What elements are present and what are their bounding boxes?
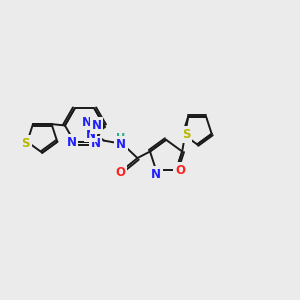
Text: O: O: [116, 166, 125, 179]
Text: S: S: [182, 128, 190, 141]
Text: N: N: [91, 137, 101, 150]
Text: N: N: [92, 119, 102, 132]
Text: O: O: [175, 164, 185, 177]
Text: N: N: [151, 168, 161, 181]
Text: N: N: [85, 128, 95, 141]
Text: N: N: [67, 136, 76, 149]
Text: S: S: [22, 137, 30, 150]
Text: N: N: [82, 116, 92, 129]
Text: N: N: [116, 138, 126, 151]
Text: H: H: [116, 133, 126, 143]
